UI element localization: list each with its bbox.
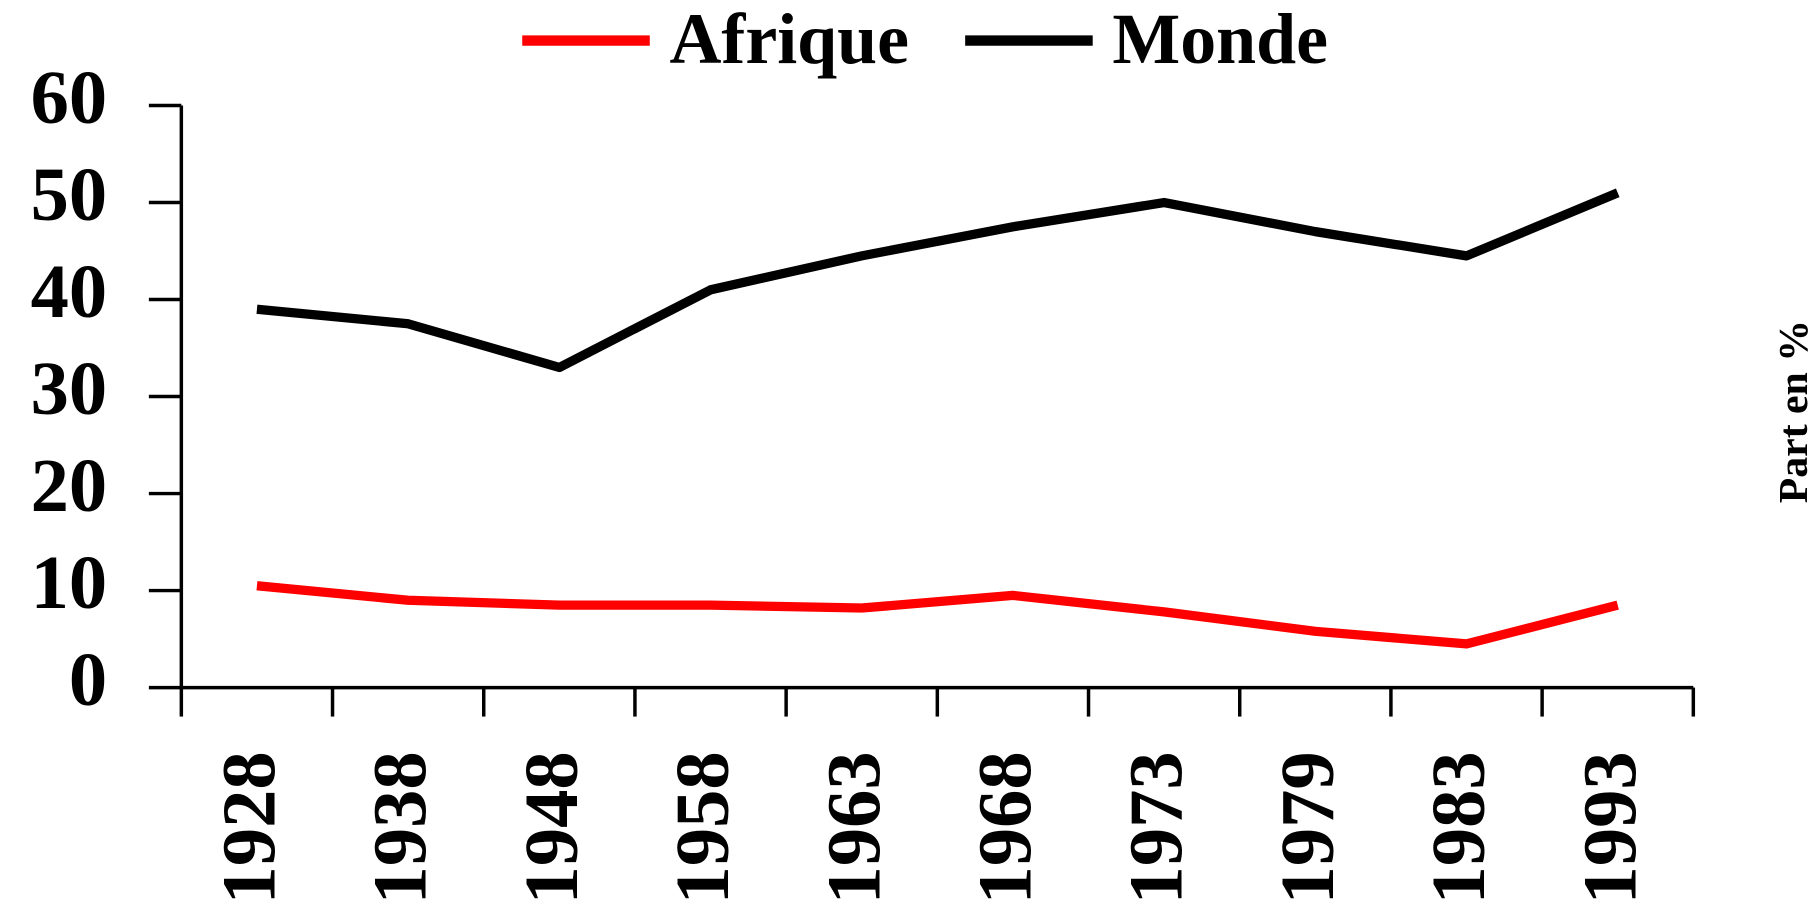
line-series (256, 188, 1620, 373)
line-series (256, 581, 1619, 649)
x-tick-label: 1979 (1265, 751, 1350, 904)
x-tick-label: 1958 (660, 751, 745, 904)
y-tick-label: 0 (69, 637, 107, 722)
x-tick-label: 1938 (358, 751, 443, 904)
y-tick-label: 30 (31, 346, 108, 431)
y-tick-label: 40 (31, 249, 108, 334)
x-tick-label: 1928 (206, 751, 291, 904)
legend-label: Afrique (669, 0, 909, 79)
x-tick-label: 1983 (1416, 751, 1501, 904)
x-tick-label: 1993 (1567, 751, 1652, 904)
x-tick-label: 1963 (811, 751, 896, 904)
x-tick-label: 1968 (962, 751, 1047, 904)
legend-label: Monde (1112, 0, 1328, 79)
y-tick-label: 60 (31, 55, 108, 140)
y-tick-label: 20 (31, 443, 108, 528)
x-tick-label: 1973 (1114, 751, 1199, 904)
x-tick-label: 1948 (509, 751, 594, 904)
y-tick-label: 10 (31, 540, 108, 625)
y-axis-label: Part en % (1771, 320, 1817, 503)
y-tick-label: 50 (31, 152, 108, 237)
